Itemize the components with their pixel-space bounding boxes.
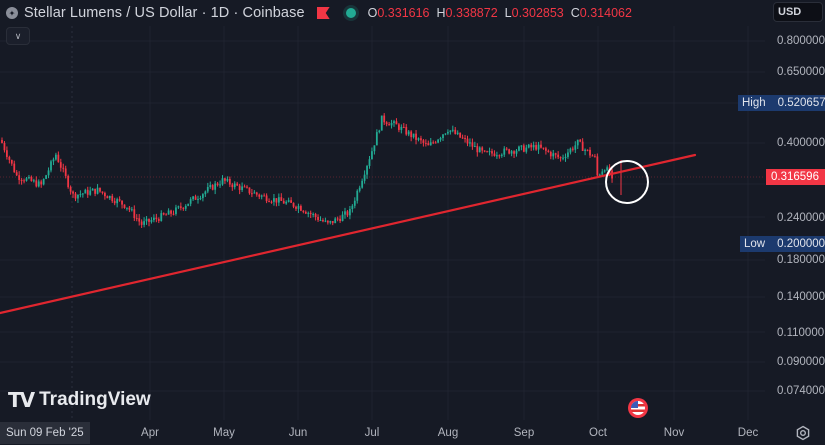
chevron-down-icon: ∨ <box>14 30 22 41</box>
price-axis-label: 0.180000 <box>777 254 825 267</box>
low-value: 0.302853 <box>511 6 564 20</box>
high-marker: High 0.520657 <box>738 95 825 111</box>
high-value: 0.338872 <box>445 6 498 20</box>
tradingview-logo[interactable]: TV TradingView <box>8 388 151 412</box>
high-label: High <box>738 95 774 111</box>
flag-icon[interactable] <box>316 7 330 19</box>
chart-legend-header: ✦ Stellar Lumens / US Dollar · 1D · Coin… <box>0 0 765 26</box>
low-label: Low <box>740 236 774 252</box>
price-axis-label: 0.800000 <box>777 35 825 47</box>
price-axis-label: 0.074000 <box>777 384 825 397</box>
currency-selector[interactable]: USD <box>773 2 823 22</box>
last-price-tag: 0.316596 <box>766 169 825 185</box>
time-axis-label: Sep <box>513 427 535 439</box>
crosshair-date-label: Sun 09 Feb '25 <box>0 422 90 444</box>
high-key: H <box>436 6 446 20</box>
close-key: C <box>570 6 580 20</box>
time-axis-label: Jun <box>288 427 308 439</box>
time-axis-label: Dec <box>737 427 759 439</box>
market-status-dot-icon[interactable] <box>345 8 356 18</box>
price-axis-label: 0.090000 <box>777 356 825 369</box>
low-marker: Low 0.200000 <box>740 236 825 252</box>
price-axis-label: 0.240000 <box>777 211 825 224</box>
time-axis-label: Apr <box>141 427 159 439</box>
tradingview-logo-text: TradingView <box>39 389 151 410</box>
ohlc-values: O0.331616 H0.338872 L0.302853 C0.314062 <box>368 6 632 20</box>
price-axis-label: 0.140000 <box>777 291 825 304</box>
gear-icon <box>796 425 810 441</box>
time-axis-label: Nov <box>663 427 685 439</box>
close-value: 0.314062 <box>579 6 632 20</box>
tradingview-logo-mark-icon: TV <box>8 388 35 412</box>
time-axis-label: May <box>213 427 235 439</box>
low-key: L <box>504 6 512 20</box>
stellar-logo-icon: ✦ <box>6 7 18 19</box>
high-value-label: 0.520657 <box>773 95 825 111</box>
price-axis-label: 0.650000 <box>777 65 825 78</box>
symbol-title[interactable]: Stellar Lumens / US Dollar · 1D · Coinba… <box>24 5 305 21</box>
time-axis-label: Jul <box>364 427 380 439</box>
low-value-label: 0.200000 <box>773 236 825 252</box>
open-key: O <box>367 6 378 20</box>
price-axis-label: 0.110000 <box>777 326 825 339</box>
time-axis-label: Oct <box>589 427 607 439</box>
us-economic-event-icon[interactable] <box>628 398 648 418</box>
time-axis-label: Aug <box>437 427 459 439</box>
price-axis-label: 0.400000 <box>777 136 825 149</box>
chart-settings-button[interactable] <box>795 425 811 441</box>
collapse-legend-button[interactable]: ∨ <box>6 27 30 45</box>
open-value: 0.331616 <box>377 6 430 20</box>
